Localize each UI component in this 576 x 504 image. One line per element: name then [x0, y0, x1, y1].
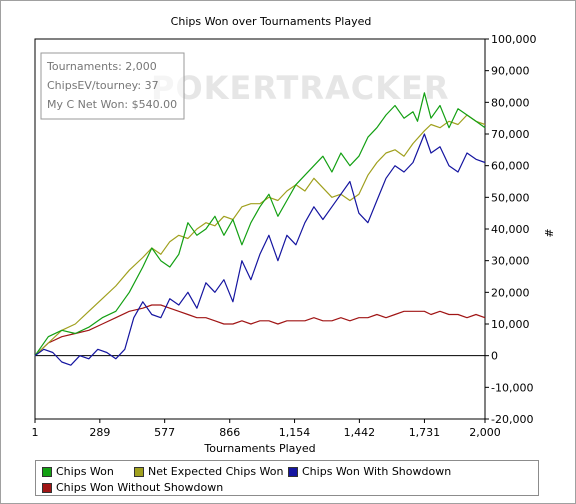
- y-tick-label: 80,000: [491, 96, 530, 109]
- y-tick-label: 30,000: [491, 255, 530, 268]
- legend-swatch: [42, 482, 52, 493]
- legend-label: Chips Won With Showdown: [302, 465, 452, 478]
- y-tick-label: 50,000: [491, 191, 530, 204]
- y-axis-label: #: [542, 228, 555, 237]
- legend-swatch: [42, 466, 52, 477]
- x-tick-label: 1,731: [409, 426, 441, 439]
- y-tick-label: 60,000: [491, 160, 530, 173]
- chart-title: Chips Won over Tournaments Played: [171, 15, 372, 28]
- y-tick-label: 90,000: [491, 65, 530, 78]
- x-axis: 1 289 577 866 1,154 1,442 1,731 2,000: [32, 419, 501, 439]
- x-tick-label: 1: [32, 426, 39, 439]
- legend-item-without-showdown: Chips Won Without Showdown: [42, 481, 223, 494]
- chart-svg: Chips Won over Tournaments Played POKERT…: [32, 15, 556, 455]
- chart-legend: Chips Won Net Expected Chips Won Chips W…: [35, 460, 539, 496]
- y-tick-label: 0: [491, 350, 498, 363]
- x-tick-label: 289: [89, 426, 110, 439]
- info-chips-ev: ChipsEV/tourney: 37: [47, 79, 159, 92]
- legend-item-net-expected: Net Expected Chips Won: [134, 465, 283, 478]
- legend-label: Chips Won Without Showdown: [56, 481, 224, 494]
- legend-label: Chips Won: [56, 465, 114, 478]
- series-without-showdown: [34, 304, 486, 357]
- y-tick-label: 100,000: [491, 33, 537, 46]
- x-tick-label: 577: [154, 426, 175, 439]
- legend-swatch: [134, 466, 144, 477]
- y-tick-label: -20,000: [491, 413, 533, 426]
- series-net-expected: [34, 114, 486, 357]
- y-tick-label: 40,000: [491, 223, 530, 236]
- series-chips-won: [34, 92, 486, 357]
- x-tick-label: 2,000: [469, 426, 501, 439]
- y-tick-label: 10,000: [491, 318, 530, 331]
- info-tournaments: Tournaments: 2,000: [46, 60, 157, 73]
- info-net-won: My C Net Won: $540.00: [47, 98, 177, 111]
- y-tick-label: -10,000: [491, 381, 533, 394]
- y-axis: -20,000 -10,000 0 10,000 20,000 30,000 40,000 5…: [485, 33, 537, 426]
- legend-label: Net Expected Chips Won: [148, 465, 284, 478]
- watermark-text: POKERTRACKER: [151, 69, 450, 107]
- info-box: Tournaments: 2,000 ChipsEV/tourney: 37 M…: [40, 52, 185, 120]
- legend-item-with-showdown: Chips Won With Showdown: [288, 465, 451, 478]
- x-tick-label: 1,442: [344, 426, 376, 439]
- x-tick-label: 866: [219, 426, 240, 439]
- legend-swatch: [288, 466, 298, 477]
- series-lines: [34, 92, 486, 366]
- y-tick-label: 70,000: [491, 128, 530, 141]
- y-tick-label: 20,000: [491, 286, 530, 299]
- x-axis-label: Tournaments Played: [203, 442, 315, 455]
- series-with-showdown: [34, 133, 486, 366]
- legend-item-chips-won: Chips Won: [42, 465, 114, 478]
- x-tick-label: 1,154: [279, 426, 311, 439]
